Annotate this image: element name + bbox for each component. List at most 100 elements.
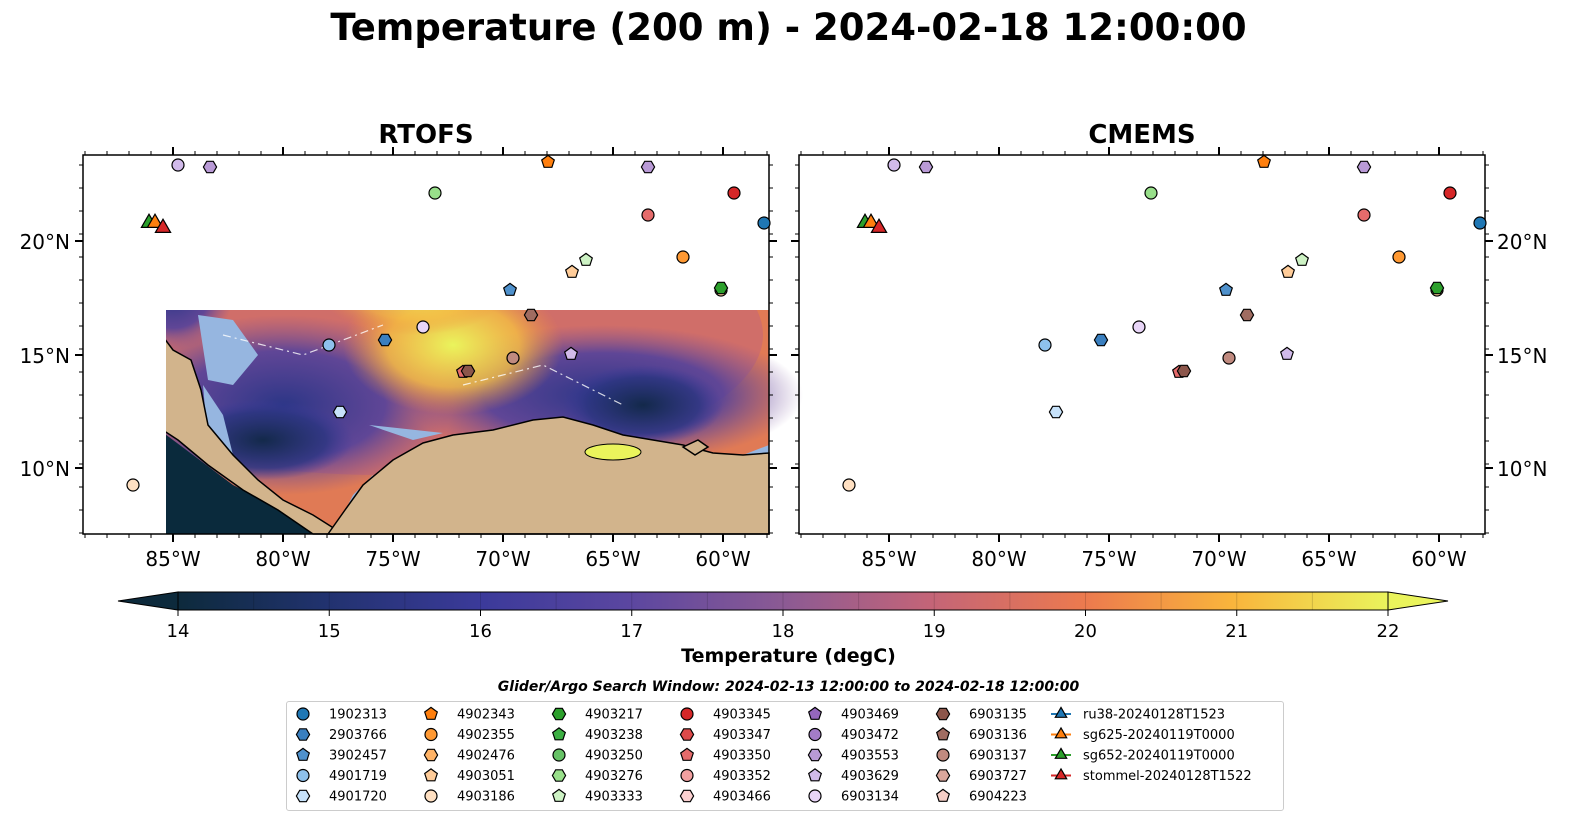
legend-label: 3902457 [329, 749, 387, 764]
legend-marker [807, 768, 823, 782]
argo-float-marker [460, 364, 476, 378]
legend-label: 4901720 [329, 790, 387, 805]
argo-float-marker [1038, 338, 1052, 352]
legend-label: 4903347 [713, 728, 771, 743]
legend-label: 4902343 [457, 708, 515, 723]
argo-float-marker [1280, 264, 1296, 278]
legend-marker [680, 768, 694, 783]
legend-marker [680, 707, 694, 721]
argo-float-marker [202, 160, 218, 174]
legend-marker [807, 706, 823, 720]
legend-marker [295, 728, 311, 741]
legend-marker [1054, 747, 1068, 759]
lon-tick-label: 80°W [971, 547, 1026, 571]
legend-marker [679, 728, 695, 741]
argo-float-marker [506, 351, 520, 365]
legend-label: 4903469 [841, 708, 899, 723]
lon-tick-label: 65°W [585, 547, 640, 571]
main-title: Temperature (200 m) - 2024-02-18 12:00:0… [330, 6, 1247, 49]
lon-labels-left: 85°W 80°W 75°W 70°W 65°W 60°W [145, 547, 750, 571]
legend-label: 4903629 [841, 769, 899, 784]
legend-label: 4903276 [585, 769, 643, 784]
argo-float-marker [842, 478, 856, 492]
legend-marker [808, 789, 822, 803]
legend-label: 4903186 [457, 790, 515, 805]
legend-label: 4903345 [713, 708, 771, 723]
legend-marker [935, 727, 951, 741]
legend-marker [679, 789, 695, 803]
legend-label: 6903136 [969, 728, 1027, 743]
legend-label: 4903466 [713, 790, 771, 805]
legend-label: 6903135 [969, 708, 1027, 723]
argo-float-marker [676, 250, 690, 264]
legend-label: stommel-20240128T1522 [1083, 769, 1252, 784]
legend-entries: 1902313 2903766 3902457 4901719 4901720 49023… [295, 706, 1252, 805]
legend-label: 6903727 [969, 769, 1027, 784]
legend-marker [296, 768, 310, 783]
legend-marker [935, 788, 951, 802]
search-window-caption: Glider/Argo Search Window: 2024-02-13 12… [497, 679, 1080, 695]
argo-float-marker [1256, 154, 1272, 168]
lon-tick-label: 65°W [1301, 547, 1356, 571]
lat-tick-label: 10°N [1497, 457, 1547, 481]
legend-marker [424, 727, 438, 742]
lon-tick-label: 60°W [695, 547, 750, 571]
glider-marker [154, 217, 172, 233]
lat-tick-label: 10°N [20, 457, 70, 481]
lon-tick-label: 75°W [365, 547, 420, 571]
argo-float-marker [641, 208, 655, 222]
legend-label: 4903051 [457, 769, 515, 784]
legend-label: 4902476 [457, 749, 515, 764]
legend-marker [1054, 706, 1068, 718]
cmems-map [749, 145, 1529, 534]
legend-marker [552, 748, 566, 762]
legend-label: 1902313 [329, 708, 387, 723]
legend-label: 4901719 [329, 769, 387, 784]
legend-label: 4903217 [585, 708, 643, 723]
legend-label: 4903333 [585, 790, 643, 805]
argo-float-marker [578, 252, 594, 266]
legend-marker [423, 748, 439, 762]
cmems-frame [798, 154, 1486, 535]
lon-tick-label: 80°W [255, 547, 310, 571]
legend-marker [551, 769, 567, 782]
legend-marker [679, 747, 695, 761]
argo-float-marker [1429, 281, 1445, 295]
glider-marker [870, 217, 888, 233]
legend-marker [935, 769, 951, 782]
argo-float-marker [1443, 186, 1457, 200]
platform-markers [126, 154, 1487, 492]
lon-tick-label: 85°W [861, 547, 916, 571]
colorbar-tick-label: 20 [1074, 621, 1097, 642]
argo-float-marker [564, 264, 580, 278]
colorbar-tick-label: 18 [772, 621, 795, 642]
colorbar-tick-label: 19 [923, 621, 946, 642]
lat-tick-label: 20°N [1497, 230, 1547, 254]
argo-float-marker [332, 405, 348, 419]
colorbar-tick-label: 21 [1225, 621, 1248, 642]
legend-marker [295, 789, 311, 803]
argo-float-marker [640, 160, 656, 174]
argo-float-marker [713, 281, 729, 295]
legend: 1902313 2903766 3902457 4901719 4901720 49023… [286, 701, 1284, 811]
argo-float-marker [1294, 252, 1310, 266]
legend-label: 2903766 [329, 728, 387, 743]
legend-marker [551, 788, 567, 802]
legend-marker [423, 706, 439, 720]
argo-float-marker [727, 186, 741, 200]
argo-float-marker [428, 186, 442, 200]
argo-float-marker [1093, 333, 1109, 347]
lon-tick-label: 70°W [1191, 547, 1246, 571]
legend-marker [423, 768, 439, 782]
legend-marker [424, 789, 438, 803]
argo-float-marker [1144, 186, 1158, 200]
lat-tick-label: 15°N [20, 344, 70, 368]
legend-marker [935, 707, 951, 721]
colorbar-tick-label: 15 [318, 621, 341, 642]
argo-float-marker [1176, 364, 1192, 378]
legend-label: 4903350 [713, 749, 771, 764]
colorbar-tick-label: 14 [167, 621, 190, 642]
legend-label: 4903250 [585, 749, 643, 764]
panel-title-cmems: CMEMS [1088, 120, 1196, 150]
